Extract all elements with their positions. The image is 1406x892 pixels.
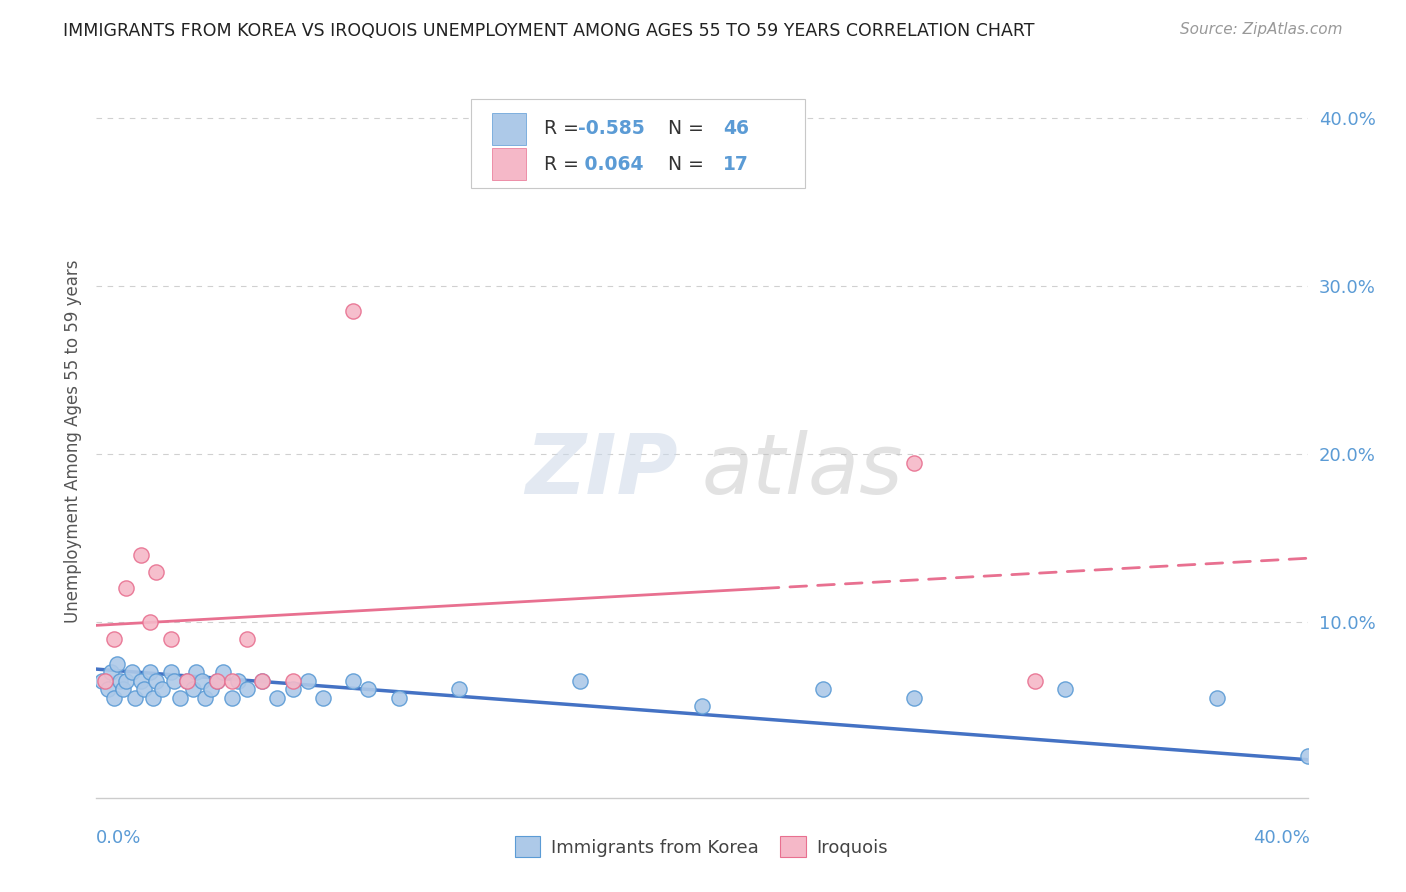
Point <box>297 673 319 688</box>
Point <box>103 690 125 705</box>
Point <box>252 673 274 688</box>
Text: 0.0%: 0.0% <box>96 829 141 847</box>
Text: N =: N = <box>655 154 710 174</box>
Point <box>129 673 152 688</box>
Point <box>132 682 155 697</box>
Point <box>176 673 198 688</box>
Point <box>108 673 131 688</box>
Point <box>811 682 834 697</box>
Point <box>200 682 222 697</box>
Legend: Immigrants from Korea, Iroquois: Immigrants from Korea, Iroquois <box>515 837 889 857</box>
Text: Source: ZipAtlas.com: Source: ZipAtlas.com <box>1180 22 1343 37</box>
Point <box>111 682 134 697</box>
Point <box>181 682 204 697</box>
Point <box>236 682 259 697</box>
Point <box>184 665 207 680</box>
Point <box>103 632 125 646</box>
Point <box>124 690 146 705</box>
Point <box>194 690 217 705</box>
Point <box>281 673 304 688</box>
Point <box>1205 690 1227 705</box>
Point <box>145 673 167 688</box>
Point <box>93 673 115 688</box>
Point <box>357 682 380 697</box>
Point <box>150 682 173 697</box>
Text: N =: N = <box>655 120 710 138</box>
Point <box>129 548 152 562</box>
FancyBboxPatch shape <box>492 112 526 145</box>
Point <box>160 665 183 680</box>
Point <box>121 665 143 680</box>
Point <box>139 615 162 629</box>
Point <box>163 673 186 688</box>
Point <box>212 665 235 680</box>
Point <box>342 304 364 318</box>
Point <box>142 690 165 705</box>
Point <box>1054 682 1077 697</box>
Point <box>160 632 183 646</box>
Point <box>97 682 120 697</box>
Text: -0.585: -0.585 <box>578 120 645 138</box>
Point <box>221 690 243 705</box>
Text: 40.0%: 40.0% <box>1254 829 1310 847</box>
Text: 17: 17 <box>724 154 749 174</box>
Text: 46: 46 <box>724 120 749 138</box>
Text: 0.064: 0.064 <box>578 154 644 174</box>
Text: R =: R = <box>544 154 585 174</box>
Point <box>90 673 112 688</box>
Point <box>312 690 335 705</box>
Point <box>281 682 304 697</box>
Point <box>100 665 122 680</box>
Y-axis label: Unemployment Among Ages 55 to 59 years: Unemployment Among Ages 55 to 59 years <box>63 260 82 624</box>
Point <box>226 673 249 688</box>
FancyBboxPatch shape <box>471 99 804 188</box>
Point <box>342 673 364 688</box>
Point <box>221 673 243 688</box>
Point <box>1296 749 1319 764</box>
Point <box>205 673 228 688</box>
Point <box>690 698 713 713</box>
Point <box>190 673 212 688</box>
Point <box>266 690 288 705</box>
Point <box>1024 673 1046 688</box>
Point <box>569 673 592 688</box>
Point <box>449 682 471 697</box>
Point <box>145 565 167 579</box>
Point <box>105 657 128 671</box>
Point <box>903 690 925 705</box>
Point <box>169 690 191 705</box>
Text: IMMIGRANTS FROM KOREA VS IROQUOIS UNEMPLOYMENT AMONG AGES 55 TO 59 YEARS CORRELA: IMMIGRANTS FROM KOREA VS IROQUOIS UNEMPL… <box>63 22 1035 40</box>
Point <box>176 673 198 688</box>
Text: R =: R = <box>544 120 585 138</box>
Point <box>115 582 138 596</box>
Point <box>388 690 411 705</box>
Point <box>236 632 259 646</box>
Point <box>630 170 652 185</box>
Text: atlas: atlas <box>702 430 903 510</box>
Point <box>205 673 228 688</box>
Text: ZIP: ZIP <box>524 430 678 510</box>
Point <box>115 673 138 688</box>
Point <box>903 456 925 470</box>
Point <box>139 665 162 680</box>
FancyBboxPatch shape <box>492 148 526 180</box>
Point <box>252 673 274 688</box>
